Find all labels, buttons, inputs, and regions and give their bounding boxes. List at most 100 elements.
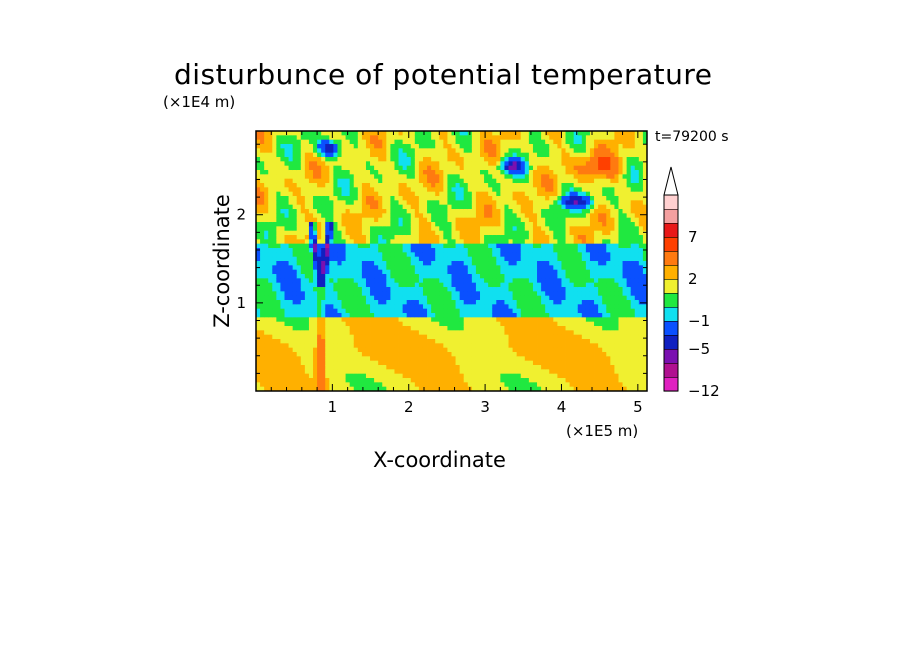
field-cell: [427, 144, 432, 149]
field-cell: [447, 256, 452, 262]
field-cell: [288, 291, 294, 297]
field-cell: [264, 300, 269, 305]
field-cell: [581, 178, 587, 184]
field-cell: [414, 131, 420, 136]
field-cell: [386, 209, 391, 214]
field-cell: [256, 313, 261, 318]
field-cell: [488, 187, 493, 193]
field-cell: [557, 152, 562, 158]
field-cell: [272, 269, 277, 275]
field-cell: [284, 317, 289, 323]
field-cell: [276, 347, 281, 353]
field-cell: [577, 139, 583, 145]
field-cell: [296, 317, 302, 323]
field-cell: [528, 369, 534, 375]
field-cell: [541, 200, 546, 206]
field-cell: [296, 326, 302, 331]
field-cell: [410, 317, 416, 323]
field-cell: [304, 248, 310, 253]
field-cell: [378, 243, 383, 249]
field-cell: [585, 365, 591, 370]
field-cell: [325, 291, 330, 297]
field-cell: [378, 308, 383, 314]
field-cell: [537, 365, 542, 370]
field-cell: [512, 373, 518, 379]
field-cell: [357, 356, 363, 362]
field-cell: [496, 339, 501, 344]
field-cell: [365, 131, 371, 136]
field-cell: [333, 204, 338, 210]
field-cell: [475, 248, 481, 253]
field-cell: [276, 252, 281, 258]
field-cell: [268, 352, 273, 357]
field-cell: [280, 161, 285, 167]
field-cell: [480, 139, 485, 145]
field-cell: [467, 365, 473, 370]
field-cell: [504, 152, 509, 158]
field-cell: [500, 261, 505, 266]
field-cell: [569, 339, 575, 344]
field-cell: [256, 178, 261, 184]
field-cell: [292, 300, 298, 305]
field-cell: [496, 274, 501, 279]
field-cell: [484, 200, 489, 206]
field-cell: [329, 144, 334, 149]
field-cell: [549, 217, 554, 223]
field-cell: [280, 304, 285, 310]
field-cell: [475, 256, 481, 262]
field-cell: [272, 365, 277, 370]
field-cell: [386, 261, 391, 266]
field-cell: [398, 287, 404, 292]
field-cell: [276, 360, 281, 366]
field-cell: [451, 178, 456, 184]
field-cell: [484, 382, 489, 388]
field-cell: [422, 183, 428, 188]
field-cell: [304, 161, 310, 167]
field-cell: [260, 382, 265, 388]
field-cell: [288, 378, 294, 383]
field-cell: [296, 148, 302, 154]
field-cell: [524, 174, 530, 180]
field-cell: [561, 165, 566, 171]
field-cell: [321, 365, 326, 370]
field-cell: [447, 356, 452, 362]
field-cell: [471, 330, 477, 336]
field-cell: [308, 161, 314, 167]
field-cell: [365, 339, 371, 344]
field-cell: [484, 356, 489, 362]
field-cell: [276, 213, 281, 219]
field-cell: [443, 204, 448, 210]
field-cell: [410, 187, 416, 193]
field-cell: [569, 261, 575, 266]
field-cell: [484, 178, 489, 184]
field-cell: [569, 347, 575, 353]
field-cell: [496, 282, 501, 288]
field-cell: [471, 183, 477, 188]
field-cell: [524, 339, 530, 344]
field-cell: [471, 321, 477, 327]
field-cell: [272, 213, 277, 219]
field-cell: [272, 144, 277, 149]
field-cell: [439, 313, 444, 318]
field-cell: [300, 378, 306, 383]
field-cell: [317, 135, 322, 141]
field-cell: [414, 373, 420, 379]
field-cell: [406, 165, 412, 171]
field-cell: [260, 187, 265, 193]
field-cell: [480, 261, 485, 266]
field-cell: [410, 330, 416, 336]
field-cell: [313, 213, 318, 219]
field-cell: [541, 291, 546, 297]
field-cell: [313, 313, 318, 318]
field-cell: [484, 161, 489, 167]
field-cell: [435, 373, 440, 379]
field-cell: [585, 135, 591, 141]
field-cell: [386, 369, 391, 375]
field-cell: [569, 295, 575, 301]
field-cell: [268, 295, 273, 301]
field-cell: [386, 282, 391, 288]
field-cell: [431, 135, 436, 141]
field-cell: [467, 230, 473, 236]
field-cell: [264, 287, 269, 292]
field-cell: [524, 204, 530, 210]
